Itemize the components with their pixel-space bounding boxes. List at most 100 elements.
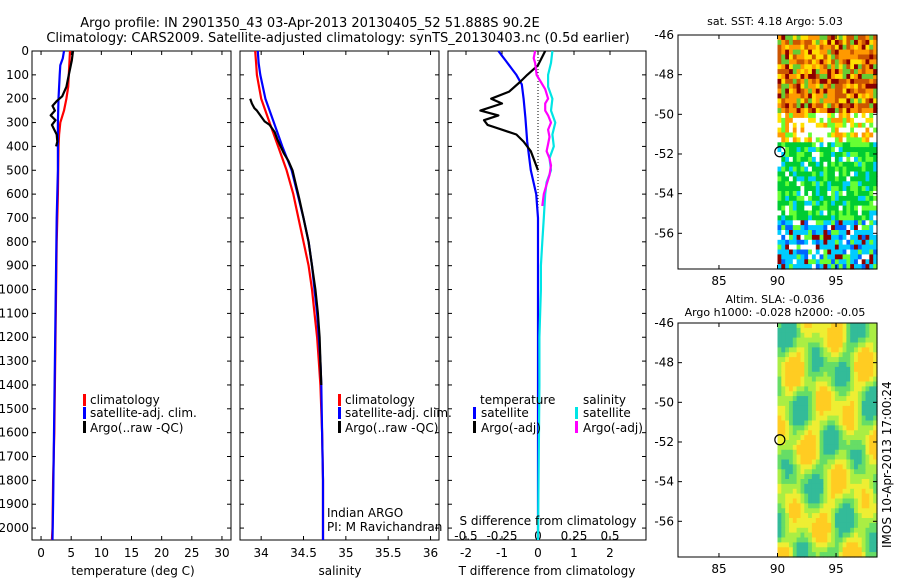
map-cell — [846, 513, 851, 519]
map-cell — [838, 132, 844, 138]
map-cell — [789, 342, 794, 348]
map-y-tick-label-48: -48 — [654, 68, 674, 82]
map-cell — [838, 142, 844, 148]
legend-label-argo: Argo(..raw -QC) — [345, 421, 438, 435]
map-cell — [834, 191, 840, 197]
map-cell — [777, 474, 782, 480]
map-cell — [785, 323, 790, 329]
map-cell — [861, 88, 867, 95]
map-cell — [796, 498, 801, 504]
map-cell — [823, 142, 828, 148]
map-cell — [873, 152, 878, 158]
map-cell — [781, 503, 786, 509]
map-cell — [796, 440, 801, 446]
map-cell — [861, 259, 867, 265]
map-cell — [811, 352, 817, 358]
map-cell — [777, 459, 782, 465]
map-cell — [819, 239, 824, 246]
map-cell — [811, 337, 817, 344]
map-cell — [800, 371, 805, 378]
map-cell — [873, 239, 878, 246]
map-cell — [861, 225, 867, 231]
y-tick-label-800: 800 — [6, 235, 29, 249]
map-cell — [777, 98, 782, 104]
y-tick-label-400: 400 — [6, 139, 29, 153]
map-cell — [777, 44, 782, 51]
map-cell — [827, 254, 832, 260]
map-cell — [796, 103, 801, 109]
map-cell — [869, 220, 874, 226]
map-cell — [846, 444, 851, 451]
map-cell — [842, 176, 847, 182]
map-cell — [781, 220, 786, 226]
map-cell — [804, 513, 809, 519]
map-cell — [823, 483, 828, 490]
map-cell — [846, 191, 851, 197]
map-cell — [789, 44, 794, 51]
map-cell — [819, 352, 824, 358]
map-cell — [777, 122, 782, 129]
map-cell — [792, 249, 798, 255]
map-cell — [815, 117, 821, 124]
map-cell — [808, 35, 813, 41]
map-cell — [861, 498, 867, 504]
map-cell — [823, 35, 828, 41]
map-cell — [865, 156, 870, 163]
map-cell — [831, 396, 836, 402]
map-cell — [823, 464, 828, 470]
map-cell — [846, 205, 851, 212]
map-cell — [854, 454, 859, 461]
map-cell — [869, 191, 874, 197]
map-cell — [792, 444, 798, 451]
map-cell — [785, 469, 790, 475]
map-cell — [796, 264, 801, 270]
map-cell — [800, 59, 805, 65]
map-cell — [873, 205, 878, 212]
map-cell — [781, 410, 786, 417]
map-cell — [815, 93, 821, 99]
map-cell — [789, 440, 794, 446]
map-cell — [854, 78, 859, 85]
map-cell — [857, 122, 863, 129]
map-cell — [850, 405, 855, 412]
map-cell — [808, 93, 813, 99]
map-cell — [785, 498, 790, 504]
map-cell — [808, 459, 813, 465]
map-cell — [819, 323, 824, 329]
map-cell — [823, 425, 828, 431]
map-cell — [827, 454, 832, 461]
map-cell — [777, 479, 782, 485]
map-cell — [785, 522, 790, 529]
map-cell — [865, 234, 870, 241]
map-cell — [796, 493, 801, 500]
map-cell — [857, 449, 863, 456]
map-cell — [800, 64, 805, 70]
map-cell — [865, 132, 870, 138]
map-cell — [796, 225, 801, 231]
map-cell — [861, 44, 867, 51]
map-cell — [819, 376, 824, 383]
map-cell — [819, 64, 824, 70]
map-cell — [823, 117, 828, 124]
map-cell — [857, 396, 863, 402]
map-x-tick-label-85: 85 — [711, 274, 726, 288]
map-cell — [796, 59, 801, 65]
map-cell — [869, 64, 874, 70]
map-cell — [808, 122, 813, 129]
map-cell — [850, 127, 855, 134]
map-cell — [819, 391, 824, 397]
map-cell — [800, 191, 805, 197]
map-cell — [792, 195, 798, 202]
map-cell — [823, 54, 828, 60]
map-cell — [846, 498, 851, 504]
legend-header-temperature: temperature — [480, 393, 555, 407]
map-cell — [831, 464, 836, 470]
map-cell — [842, 132, 847, 138]
map-cell — [842, 527, 847, 534]
map-cell — [811, 127, 817, 134]
map-cell — [846, 527, 851, 534]
map-cell — [834, 142, 840, 148]
map-cell — [789, 503, 794, 509]
map-cell — [838, 440, 844, 446]
map-cell — [777, 239, 782, 246]
